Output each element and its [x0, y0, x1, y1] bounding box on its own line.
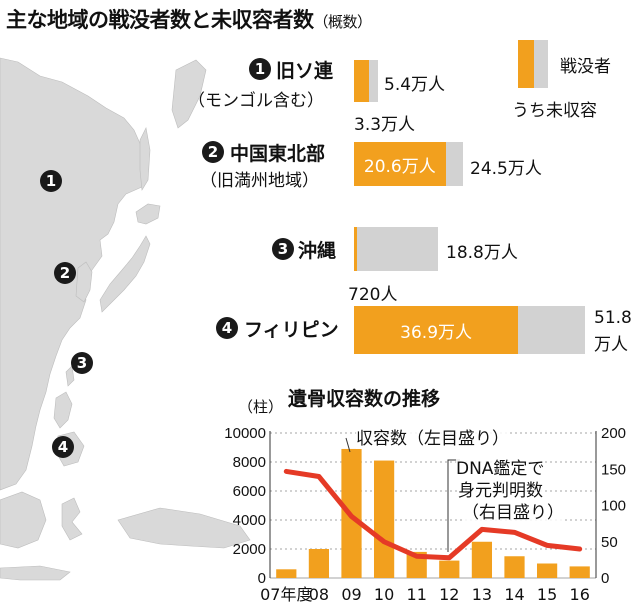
- map-marker-4: 4: [52, 436, 74, 458]
- x-tick-label: 12: [439, 585, 459, 604]
- page-title: 主な地域の戦没者数と未収容者数（概数）: [6, 4, 372, 34]
- legend-label-total: 戦没者: [560, 57, 611, 77]
- y2-tick-label: 100: [601, 498, 626, 515]
- y-tick-label: 0: [258, 570, 266, 587]
- y2-tick-label: 200: [601, 425, 626, 442]
- unrecovered-bar-1: [354, 60, 369, 102]
- korea-peninsula: [75, 261, 93, 303]
- philippines-luzon: [53, 391, 73, 429]
- region-sub-2: （旧満州地域）: [200, 171, 319, 191]
- legend-label-unrecovered: うち未収容: [512, 101, 597, 121]
- x-tick-label: 08: [309, 585, 329, 604]
- region-marker-1: 1: [249, 58, 271, 80]
- region-name-2: 中国東北部: [230, 143, 326, 165]
- total-bar-3: [354, 227, 438, 271]
- recovery-bar: [308, 549, 330, 578]
- x-tick-label: 09: [341, 585, 361, 604]
- title-note: （概数）: [313, 13, 373, 31]
- legend-swatch-unrecovered: [518, 40, 534, 88]
- total-value-2: 24.5万人: [470, 159, 542, 179]
- map-marker-2: 2: [54, 262, 76, 284]
- japan-hokkaido: [135, 203, 161, 225]
- japan-honshu: [99, 235, 151, 313]
- unrecovered-bar-3: [354, 227, 357, 271]
- x-tick-label: 15: [537, 585, 557, 604]
- y-tick-label: 8000: [233, 454, 266, 471]
- new-guinea: [117, 507, 251, 549]
- recovery-bar: [536, 563, 558, 578]
- region-name-1: 旧ソ連: [276, 60, 334, 82]
- x-tick-label: 16: [570, 585, 590, 604]
- y-tick-label: 10000: [224, 425, 266, 442]
- recovery-bar: [276, 569, 297, 578]
- region-marker-4: 4: [216, 317, 238, 339]
- unrecovered-bar-2: 20.6万人: [354, 142, 446, 186]
- java: [0, 565, 71, 581]
- annotation-line-1: DNA鑑定で: [456, 454, 545, 479]
- recovery-bar: [471, 541, 493, 578]
- total-value-4-number: 51.8: [594, 308, 632, 328]
- x-tick-label: 11: [407, 585, 427, 604]
- total-value-4-unit: 万人: [594, 335, 628, 355]
- legend-swatch-total: [534, 40, 548, 88]
- x-tick-label: 13: [472, 585, 492, 604]
- y-tick-label: 4000: [233, 512, 266, 529]
- annotation-line-2: 身元判明数: [458, 476, 543, 501]
- y2-tick-label: 0: [601, 570, 609, 587]
- region-name-3: 沖縄: [298, 240, 337, 262]
- unrecovered-value-1: 3.3万人: [354, 115, 416, 135]
- y-tick-label: 6000: [233, 483, 266, 500]
- sulawesi: [61, 497, 83, 541]
- y-tick-label: 2000: [233, 541, 266, 558]
- total-value-1: 5.4万人: [384, 75, 446, 95]
- kamchatka: [171, 59, 207, 129]
- sakhalin: [139, 127, 151, 191]
- map-marker-3: 3: [71, 352, 93, 374]
- y2-tick-label: 50: [601, 534, 618, 551]
- annotation-line-3: （右目盛り）: [462, 498, 564, 523]
- taiwan: [65, 365, 75, 387]
- x-tick-label: 14: [504, 585, 524, 604]
- region-name-4: フィリピン: [244, 319, 339, 341]
- region-sub-1: （モンゴル含む）: [188, 91, 324, 111]
- bar-annotation-leader: [345, 437, 351, 453]
- annotation-bars: 収容数（左目盛り）: [356, 424, 509, 449]
- unrecovered-value-3: 720人: [348, 285, 398, 305]
- region-marker-3: 3: [272, 238, 294, 260]
- y2-tick-label: 150: [601, 461, 626, 478]
- map-marker-1: 1: [40, 170, 62, 192]
- borneo: [0, 491, 47, 549]
- recovery-bar: [569, 566, 590, 578]
- unrecovered-bar-4: 36.9万人: [354, 306, 519, 354]
- title-text: 主な地域の戦没者数と未収容者数: [6, 8, 314, 32]
- chart-title: 遺骨収容数の推移: [288, 388, 441, 410]
- total-value-3: 18.8万人: [446, 243, 518, 263]
- region-marker-2: 2: [202, 141, 224, 163]
- y-axis-unit: （柱）: [238, 399, 284, 416]
- x-tick-label: 10: [374, 585, 394, 604]
- recovery-bar: [504, 556, 525, 578]
- x-tick-label: 07年度: [260, 585, 312, 604]
- recovery-bar: [439, 560, 460, 578]
- recovery-bar: [373, 460, 395, 578]
- dna-identification-line: [283, 468, 583, 561]
